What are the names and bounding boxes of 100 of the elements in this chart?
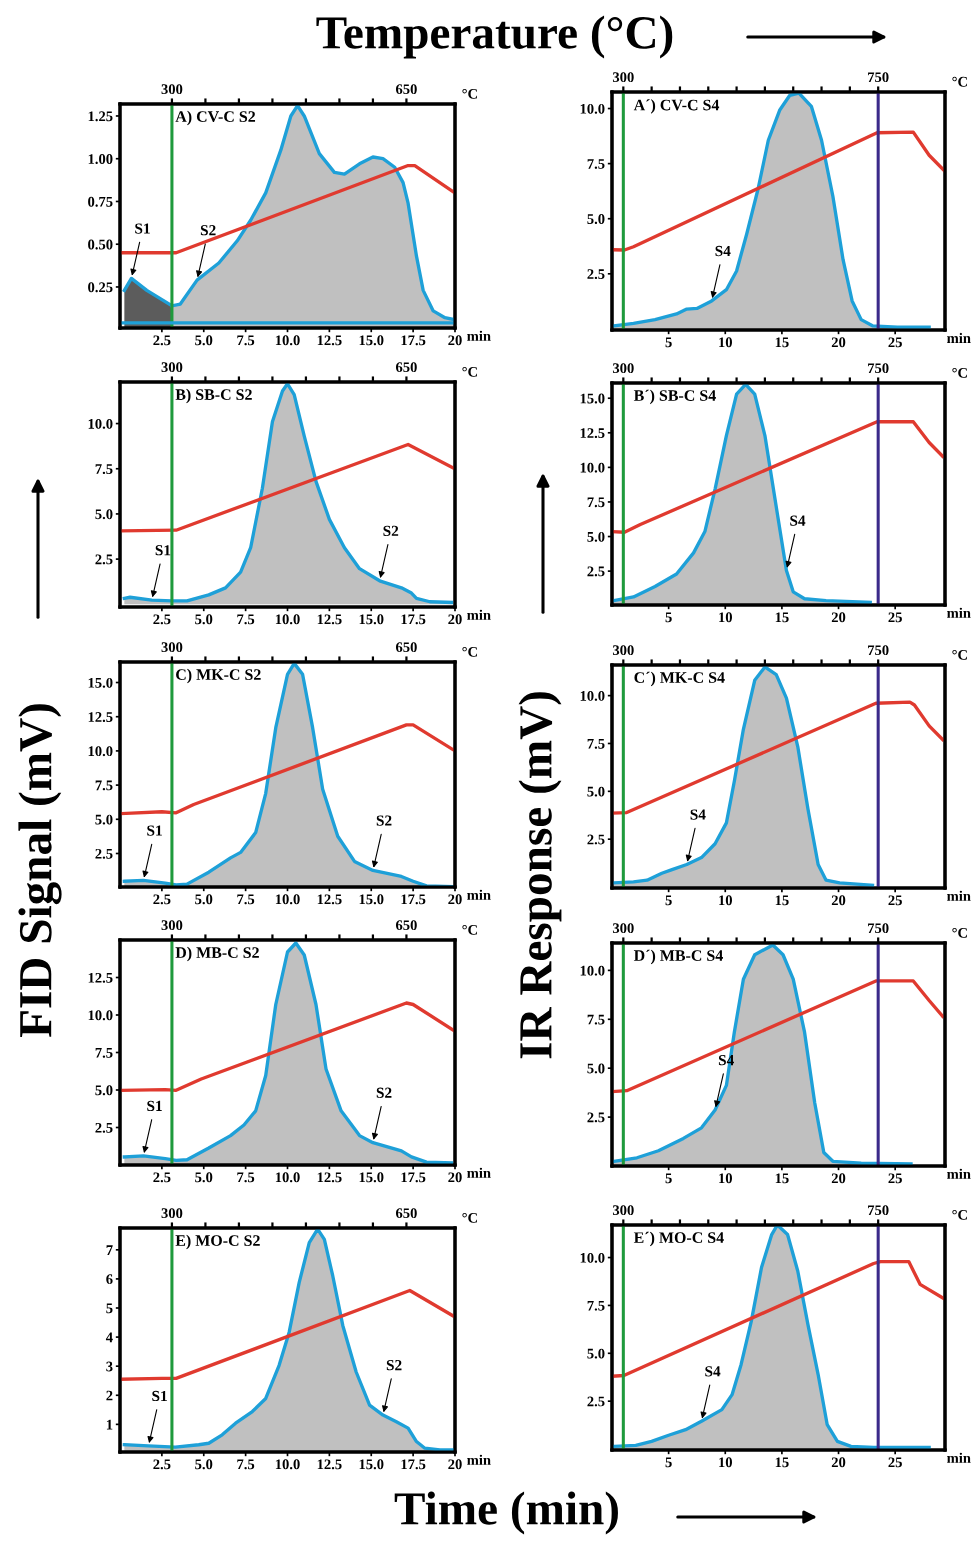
annotation: S1	[152, 1390, 167, 1402]
x-tick-label: 7.5	[237, 1172, 255, 1183]
y-tick-label: 12.5	[580, 428, 605, 439]
x2-tick-label: 750	[868, 72, 889, 83]
x-tick-label: 10.0	[275, 1459, 300, 1470]
x-tick-label: 5.0	[195, 1172, 213, 1183]
y-tick-label: 10.0	[580, 965, 605, 976]
y-tick-label: 10.0	[88, 1010, 113, 1021]
x2-axis-title: °C	[952, 927, 967, 938]
y-tick-label: 5.0	[95, 1085, 113, 1096]
x-tick-label: 5	[665, 1173, 672, 1184]
y-tick-label: 7.5	[587, 738, 605, 749]
y-tick-label: 5.0	[587, 786, 605, 797]
y-tick-label: 10.0	[580, 690, 605, 701]
chart-title: C´) MK-C S4	[634, 671, 725, 687]
x2-tick-label: 300	[612, 923, 634, 934]
y-tick-label: 5.0	[587, 214, 605, 224]
y-tick-label: 0.25	[88, 282, 113, 293]
y-tick-label: 4	[105, 1332, 113, 1343]
y-tick-label: 1.00	[88, 154, 113, 164]
x-axis-title: min	[467, 330, 491, 341]
annotation: S2	[383, 525, 399, 537]
x-axis-title: min	[467, 609, 491, 620]
x-tick-label: 7.5	[237, 614, 255, 625]
y-tick-label: 2.5	[587, 269, 605, 280]
x2-tick-label: 650	[395, 642, 417, 653]
x2-tick-label: 300	[161, 362, 183, 373]
text: IR Response (mV)	[518, 692, 562, 1059]
chart-title: B) SB-C S2	[175, 388, 252, 404]
y-tick-label: 2.5	[95, 554, 113, 565]
x-tick-label: 20	[831, 337, 846, 348]
x-tick-label: 12.5	[317, 1459, 342, 1470]
x2-tick-label: 300	[161, 84, 183, 95]
x2-tick-label: 650	[395, 920, 417, 931]
x2-tick-label: 750	[868, 645, 889, 656]
y-tick-label: 2.5	[587, 1112, 605, 1123]
x-tick-label: 2.5	[153, 1172, 171, 1183]
y-tick-label: 12.5	[88, 972, 113, 983]
chart-title: A´) CV-C S4	[633, 99, 720, 114]
x-tick-label: 10.0	[275, 614, 300, 625]
annotation: S2	[200, 225, 216, 236]
x-tick-label: 15.0	[359, 1459, 384, 1470]
x-tick-label: 20	[448, 1172, 462, 1183]
x-axis-title: min	[947, 1168, 971, 1179]
x2-axis-title: °C	[462, 924, 477, 935]
x-axis-title: min	[947, 607, 971, 618]
x-tick-label: 17.5	[401, 1172, 426, 1183]
x-tick-label: 15	[775, 1457, 789, 1468]
y-tick-label: 5.0	[587, 1348, 605, 1359]
x-tick-label: 2.5	[153, 335, 171, 346]
x-axis-title: min	[467, 1167, 491, 1178]
x2-tick-label: 650	[395, 84, 417, 95]
text: FID Signal (mV)	[18, 704, 62, 1038]
x2-tick-label: 650	[395, 1208, 417, 1219]
annotation: S4	[690, 809, 706, 820]
x-tick-label: 17.5	[401, 614, 426, 625]
line-series	[612, 1259, 945, 1378]
x-tick-label: 20	[831, 895, 846, 906]
chart-title: E´) MO-C S4	[633, 1231, 724, 1247]
y-tick-label: 2.5	[95, 848, 113, 859]
x2-tick-label: 750	[868, 923, 889, 934]
x-tick-label: 2.5	[153, 614, 171, 625]
x-tick-label: 10	[719, 337, 732, 348]
x-tick-label: 25	[888, 337, 902, 348]
y-tick-label: 15.0	[580, 393, 605, 404]
annotation: S1	[147, 1100, 162, 1112]
x-tick-label: 12.5	[317, 894, 342, 905]
x-tick-label: 5	[665, 612, 672, 623]
annotation: S1	[155, 545, 171, 556]
x-tick-label: 5.0	[195, 1459, 213, 1470]
x2-axis-title: °C	[952, 76, 967, 87]
y-tick-label: 2.5	[587, 834, 605, 845]
x-tick-label: 10	[719, 1173, 732, 1184]
y-tick-label: 7.5	[95, 1048, 113, 1058]
annotation: S2	[386, 1360, 402, 1371]
x-tick-label: 5	[665, 1457, 672, 1468]
x-axis-title: min	[947, 890, 971, 901]
y-tick-label: 7.5	[587, 497, 605, 508]
y-tick-label: 0.75	[88, 196, 113, 207]
y-tick-label: 7.5	[587, 1014, 605, 1025]
x-tick-label: 2.5	[153, 1459, 171, 1470]
x2-tick-label: 750	[868, 1205, 889, 1216]
annotation: S1	[135, 223, 150, 234]
y-tick-label: 7	[106, 1245, 113, 1255]
x2-tick-label: 750	[868, 363, 889, 374]
x-tick-label: 5	[665, 895, 672, 906]
x-tick-label: 20	[831, 612, 846, 623]
x-tick-label: 15.0	[359, 614, 384, 625]
x2-tick-label: 300	[161, 642, 183, 653]
chart-title: E) MO-C S2	[175, 1234, 260, 1250]
y-tick-label: 5.0	[587, 531, 605, 542]
y-tick-label: 5	[106, 1303, 113, 1314]
chart-title: B´) SB-C S4	[633, 389, 716, 405]
line-series	[120, 723, 455, 816]
y-tick-label: 7.5	[587, 1300, 605, 1311]
x-tick-label: 20	[831, 1173, 846, 1184]
annotation: S2	[376, 1087, 392, 1098]
x-tick-label: 25	[888, 1173, 902, 1184]
x-tick-label: 20	[448, 894, 462, 905]
x2-axis-title: °C	[462, 646, 477, 657]
